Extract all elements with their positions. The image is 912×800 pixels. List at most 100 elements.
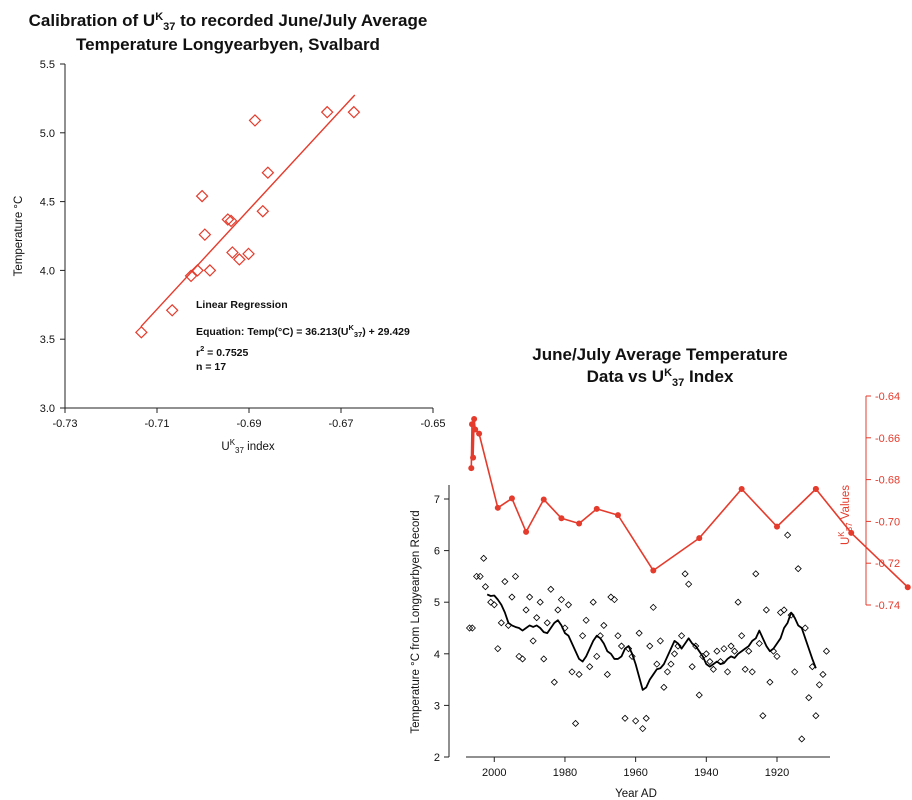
temperature-point bbox=[550, 678, 558, 686]
timeseries-chart: June/July Average Temperature Data vs UK… bbox=[410, 345, 911, 800]
uk37-point bbox=[471, 415, 478, 422]
temperature-point bbox=[465, 624, 474, 632]
temperature-point bbox=[547, 585, 555, 593]
temperature-point bbox=[554, 606, 562, 614]
temperature-point bbox=[734, 598, 742, 606]
temperature-point bbox=[589, 598, 597, 606]
temperature-point bbox=[621, 714, 629, 722]
timeseries-right-axis-label: UK37 Values bbox=[837, 485, 854, 545]
temperature-point bbox=[798, 735, 806, 743]
x-tick-label: -0.69 bbox=[236, 418, 261, 430]
y-tick-label: 5.0 bbox=[40, 128, 55, 140]
temperature-point bbox=[476, 572, 484, 580]
uk37-point bbox=[812, 486, 819, 493]
temperature-point bbox=[504, 621, 512, 629]
uk37-point bbox=[470, 454, 477, 461]
right-y-tick-label: -0.70 bbox=[875, 516, 900, 528]
temperature-point bbox=[575, 670, 583, 679]
temperature-point bbox=[564, 601, 573, 609]
uk37-point bbox=[650, 567, 657, 574]
temperature-point bbox=[815, 681, 823, 689]
uk37-point bbox=[469, 421, 476, 428]
temperature-point bbox=[678, 632, 686, 640]
uk37-point bbox=[472, 426, 479, 433]
temperature-point bbox=[755, 639, 763, 648]
temperature-point bbox=[716, 657, 725, 666]
timeseries-title: June/July Average Temperature bbox=[532, 345, 787, 364]
temperature-point bbox=[709, 665, 717, 673]
data-point bbox=[203, 264, 217, 277]
temperature-point bbox=[784, 531, 792, 539]
temperature-point bbox=[490, 601, 498, 609]
data-point bbox=[135, 325, 148, 339]
temperature-point bbox=[776, 608, 785, 617]
uk37-point bbox=[523, 528, 530, 535]
temperature-point bbox=[762, 606, 770, 614]
x-tick-label: -0.65 bbox=[420, 418, 445, 430]
temperature-point bbox=[681, 570, 689, 578]
timeseries-x-axis-label: Year AD bbox=[615, 788, 657, 800]
regression-line bbox=[140, 94, 356, 328]
data-point bbox=[232, 253, 246, 266]
temperature-point bbox=[727, 642, 735, 650]
temperature-point bbox=[773, 652, 781, 660]
temperature-point bbox=[642, 714, 650, 722]
right-y-tick-label: -0.64 bbox=[875, 391, 900, 403]
data-point bbox=[248, 114, 262, 127]
temperature-point bbox=[487, 598, 495, 606]
uk37-point bbox=[476, 430, 483, 437]
left-y-tick-label: 3 bbox=[434, 700, 440, 712]
left-y-tick-label: 6 bbox=[434, 546, 440, 558]
y-tick-label: 5.5 bbox=[40, 59, 55, 71]
temperature-point bbox=[511, 572, 520, 580]
temperature-point bbox=[801, 624, 809, 632]
temperature-point bbox=[536, 598, 544, 606]
calibration-x-axis-label: UK37 index bbox=[221, 438, 274, 455]
y-tick-label: 3.0 bbox=[40, 403, 55, 415]
y-tick-label: 3.5 bbox=[40, 334, 55, 346]
data-point bbox=[256, 204, 270, 218]
temperature-point bbox=[685, 580, 693, 588]
temperature-point bbox=[533, 614, 541, 622]
temperature-point bbox=[586, 663, 594, 671]
temperature-point bbox=[656, 637, 664, 645]
temperature-point bbox=[713, 647, 721, 655]
left-y-tick-label: 2 bbox=[434, 752, 440, 764]
temperature-point bbox=[646, 642, 654, 650]
data-point bbox=[191, 264, 204, 277]
temperature-point bbox=[649, 603, 657, 611]
temperature-point bbox=[582, 616, 590, 624]
data-point bbox=[242, 247, 255, 261]
data-point bbox=[221, 213, 235, 226]
temperature-point bbox=[508, 593, 516, 601]
temperature-point bbox=[639, 725, 647, 733]
data-point bbox=[347, 105, 361, 119]
temperature-point bbox=[568, 668, 576, 676]
temperature-point bbox=[600, 621, 608, 629]
data-point bbox=[226, 246, 239, 259]
temperature-point bbox=[610, 596, 618, 604]
regression-equation: Equation: Temp(°C) = 36.213(UK37) + 29.4… bbox=[196, 323, 410, 339]
calibration-title: Calibration of UK37 to recorded June/Jul… bbox=[29, 11, 428, 33]
temperature-point bbox=[501, 577, 509, 586]
uk37-point bbox=[773, 523, 780, 530]
x-tick-label: -0.67 bbox=[328, 418, 353, 430]
left-y-tick-label: 4 bbox=[434, 649, 440, 661]
right-y-tick-label: -0.74 bbox=[875, 600, 900, 612]
temperature-point bbox=[741, 665, 749, 673]
uk37-point bbox=[468, 465, 475, 472]
calibration-y-axis-label: Temperature °C bbox=[13, 196, 25, 277]
temperature-point bbox=[688, 663, 696, 671]
temperature-point bbox=[766, 678, 774, 686]
right-y-tick-label: -0.68 bbox=[875, 475, 900, 487]
uk37-point bbox=[508, 495, 515, 502]
x-tick-label: -0.71 bbox=[144, 418, 169, 430]
temperature-point bbox=[603, 670, 611, 679]
temperature-point bbox=[543, 619, 551, 627]
x-tick-label: -0.73 bbox=[52, 418, 77, 430]
temperature-point bbox=[822, 647, 831, 655]
data-point bbox=[198, 228, 212, 241]
temperature-point bbox=[579, 632, 587, 640]
regression-r-squared: r2 = 0.7525 bbox=[196, 344, 249, 359]
